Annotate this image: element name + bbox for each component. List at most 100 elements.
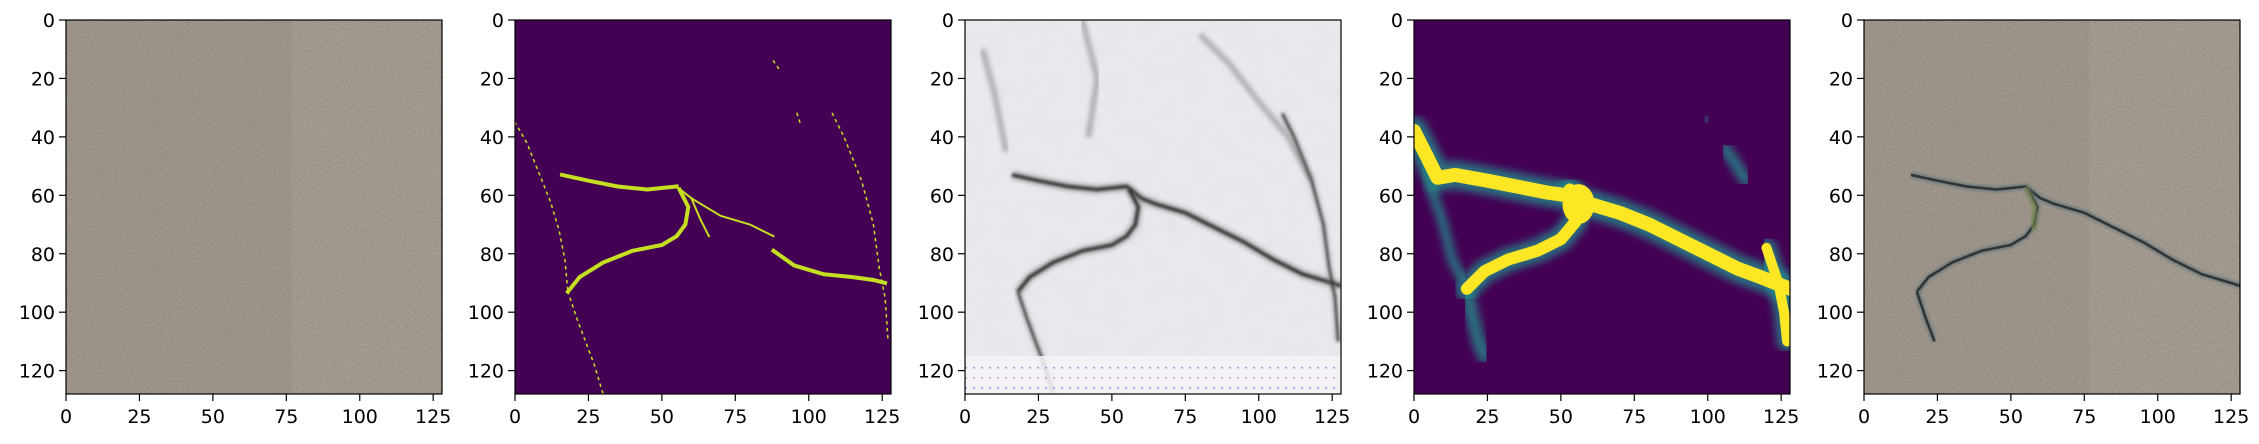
x-tick-label: 125 <box>415 406 451 428</box>
y-tick-label: 0 <box>43 10 55 32</box>
x-tick-label: 0 <box>60 406 72 428</box>
panel-predicted-heatmap: 0 25 50 75 100 125 0 20 40 60 80 100 120 <box>1367 10 1800 428</box>
x-tick-label: 50 <box>1999 406 2023 428</box>
y-tick-label: 120 <box>1817 361 1853 383</box>
x-tick-label: 100 <box>2140 406 2176 428</box>
heat-crack-edge <box>1719 142 1752 187</box>
y-tick-label: 80 <box>1829 244 1853 266</box>
y-tick-label: 80 <box>1379 244 1403 266</box>
y-tick-label: 40 <box>480 127 504 149</box>
overlay-crack-line <box>1910 173 2240 288</box>
y-tick-label: 0 <box>942 10 954 32</box>
panel-frame <box>964 19 1342 395</box>
x-tick-label: 25 <box>1925 406 1949 428</box>
x-tick-label: 25 <box>576 406 600 428</box>
y-tick-label: 60 <box>1379 185 1403 207</box>
y-tick-label: 120 <box>468 361 504 383</box>
x-tick-label: 75 <box>1173 406 1197 428</box>
y-tick-label: 20 <box>31 68 55 90</box>
generated-crack-core <box>1016 188 1141 293</box>
y-tick-label: 60 <box>930 185 954 207</box>
x-tick-label: 125 <box>1763 406 1799 428</box>
panel-ground-truth-mask: 0 25 50 75 100 125 0 20 40 60 80 100 120 <box>468 10 901 428</box>
y-tick-label: 20 <box>930 68 954 90</box>
x-tick-label: 25 <box>1475 406 1499 428</box>
y-tick-label: 80 <box>480 244 504 266</box>
x-tick-label: 100 <box>1241 406 1277 428</box>
x-tick-label: 100 <box>342 406 378 428</box>
mask-crack-segment <box>772 59 781 71</box>
heat-junction <box>1562 184 1595 225</box>
panel-image <box>1414 20 1790 394</box>
y-tick-label: 20 <box>1829 68 1853 90</box>
x-tick-label: 25 <box>127 406 151 428</box>
y-tick-label: 60 <box>31 185 55 207</box>
x-tick-label: 0 <box>959 406 971 428</box>
y-tick-label: 80 <box>31 244 55 266</box>
mask-crack-segment <box>565 186 691 295</box>
y-tick-label: 0 <box>1391 10 1403 32</box>
panel-frame <box>1413 19 1791 395</box>
panel-generated-image: 0 25 50 75 100 125 0 20 40 60 80 100 120 <box>918 10 1351 428</box>
overlay-crack-line <box>1915 291 1936 342</box>
mask-crack-segment <box>675 185 775 238</box>
mask-background <box>515 20 891 394</box>
y-tick-label: 40 <box>31 127 55 149</box>
panel-frame <box>65 19 443 395</box>
y-tick-label: 60 <box>1829 185 1853 207</box>
concrete-texture-light <box>1864 20 2240 394</box>
mask-crack-segment <box>689 196 711 238</box>
mask-crack-segment <box>831 112 889 343</box>
panel-image <box>1864 20 2240 394</box>
concrete-shade <box>66 20 292 394</box>
y-tick-label: 0 <box>1841 10 1853 32</box>
y-tick-label: 20 <box>480 68 504 90</box>
y-tick-label: 60 <box>480 185 504 207</box>
concrete-texture-light <box>66 20 442 394</box>
heat-crack-edge <box>1459 284 1492 363</box>
generated-crack-shadow <box>1197 32 1315 183</box>
y-tick-label: 120 <box>19 361 55 383</box>
x-tick-label: 125 <box>864 406 900 428</box>
panel-input-photo: 0 25 50 75 100 125 0 20 40 60 80 100 120 <box>19 10 452 428</box>
mask-crack-segment <box>515 121 569 293</box>
x-tick-label: 125 <box>2213 406 2249 428</box>
x-tick-label: 50 <box>1549 406 1573 428</box>
y-tick-label: 120 <box>1367 361 1403 383</box>
x-tick-label: 100 <box>791 406 827 428</box>
x-tick-label: 0 <box>509 406 521 428</box>
panel-image <box>965 20 1341 394</box>
x-tick-label: 25 <box>1026 406 1050 428</box>
y-tick-label: 80 <box>930 244 954 266</box>
y-tick-label: 100 <box>1817 302 1853 324</box>
x-tick-label: 0 <box>1408 406 1420 428</box>
x-tick-label: 100 <box>1690 406 1726 428</box>
x-tick-label: 75 <box>274 406 298 428</box>
x-tick-label: 50 <box>1100 406 1124 428</box>
heat-crack-edge <box>1701 113 1711 126</box>
x-tick-label: 0 <box>1858 406 1870 428</box>
mask-crack-segment <box>559 172 679 192</box>
x-tick-label: 75 <box>723 406 747 428</box>
panel-image <box>515 20 891 394</box>
y-tick-label: 100 <box>468 302 504 324</box>
x-tick-label: 50 <box>650 406 674 428</box>
heat-crack-core <box>1761 242 1790 347</box>
y-tick-label: 100 <box>1367 302 1403 324</box>
y-tick-label: 40 <box>1379 127 1403 149</box>
concrete-shade <box>1864 20 2090 394</box>
mask-crack-segment <box>770 248 888 286</box>
panel-image <box>66 20 442 394</box>
y-tick-label: 40 <box>930 127 954 149</box>
y-tick-label: 40 <box>1829 127 1853 149</box>
mask-crack-segment <box>796 112 801 124</box>
y-tick-label: 120 <box>918 361 954 383</box>
x-tick-label: 50 <box>201 406 225 428</box>
panel-frame <box>514 19 892 395</box>
panel-frame <box>1863 19 2241 395</box>
x-tick-label: 125 <box>1314 406 1350 428</box>
generated-crack-shadow <box>1079 20 1101 138</box>
x-tick-label: 75 <box>2072 406 2096 428</box>
